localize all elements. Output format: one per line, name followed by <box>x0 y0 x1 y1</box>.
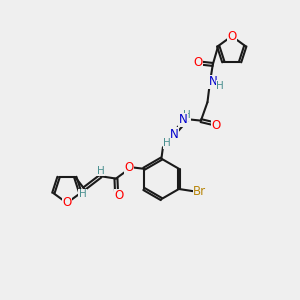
Text: O: O <box>62 196 71 209</box>
Text: Br: Br <box>193 185 206 198</box>
Text: N: N <box>179 113 188 126</box>
Text: H: H <box>79 189 86 199</box>
Text: O: O <box>114 189 124 202</box>
Text: H: H <box>183 110 190 120</box>
Text: O: O <box>193 56 203 70</box>
Text: N: N <box>170 128 178 141</box>
Text: N: N <box>209 76 218 88</box>
Text: O: O <box>227 30 236 43</box>
Text: O: O <box>212 118 221 132</box>
Text: H: H <box>97 166 104 176</box>
Text: H: H <box>164 138 171 148</box>
Text: H: H <box>216 81 224 91</box>
Text: O: O <box>124 161 134 174</box>
